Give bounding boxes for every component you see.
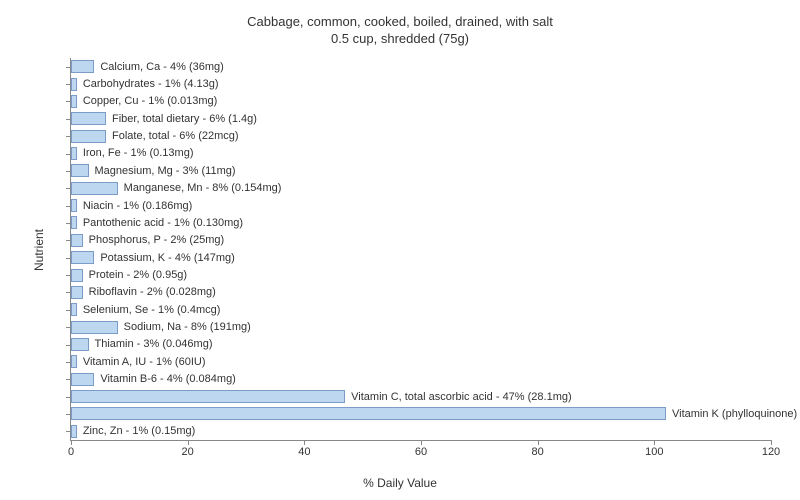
bar-row: Selenium, Se - 1% (0.4mcg) xyxy=(71,303,771,316)
title-line-1: Cabbage, common, cooked, boiled, drained… xyxy=(247,14,553,29)
bar-row: Vitamin A, IU - 1% (60IU) xyxy=(71,355,771,368)
bar-row: Riboflavin - 2% (0.028mg) xyxy=(71,286,771,299)
bar-row: Magnesium, Mg - 3% (11mg) xyxy=(71,164,771,177)
bar xyxy=(71,234,83,247)
bar xyxy=(71,78,77,91)
bar xyxy=(71,269,83,282)
bar-label: Copper, Cu - 1% (0.013mg) xyxy=(83,95,218,107)
bar-label: Vitamin A, IU - 1% (60IU) xyxy=(83,356,206,368)
bar xyxy=(71,303,77,316)
bar xyxy=(71,95,77,108)
bar xyxy=(71,373,94,386)
bar xyxy=(71,164,89,177)
x-tick-label: 40 xyxy=(298,446,310,458)
bar-label: Vitamin C, total ascorbic acid - 47% (28… xyxy=(351,391,572,403)
bar-label: Calcium, Ca - 4% (36mg) xyxy=(100,61,223,73)
bar-row: Carbohydrates - 1% (4.13g) xyxy=(71,78,771,91)
x-tick-mark xyxy=(71,440,72,445)
bar-label: Pantothenic acid - 1% (0.130mg) xyxy=(83,217,243,229)
bar xyxy=(71,286,83,299)
bar-label: Manganese, Mn - 8% (0.154mg) xyxy=(124,182,282,194)
bar-row: Manganese, Mn - 8% (0.154mg) xyxy=(71,182,771,195)
plot-area: Calcium, Ca - 4% (36mg) Carbohydrates - 1… xyxy=(70,58,771,441)
bar-row: Vitamin B-6 - 4% (0.084mg) xyxy=(71,373,771,386)
bar-label: Selenium, Se - 1% (0.4mcg) xyxy=(83,304,221,316)
title-line-2: 0.5 cup, shredded (75g) xyxy=(331,31,469,46)
bar xyxy=(71,147,77,160)
x-tick-mark xyxy=(188,440,189,445)
bar-row: Zinc, Zn - 1% (0.15mg) xyxy=(71,425,771,438)
bar-label: Magnesium, Mg - 3% (11mg) xyxy=(95,165,236,177)
bar-row: Niacin - 1% (0.186mg) xyxy=(71,199,771,212)
bar-row: Copper, Cu - 1% (0.013mg) xyxy=(71,95,771,108)
bar xyxy=(71,390,345,403)
bar xyxy=(71,355,77,368)
x-tick-label: 100 xyxy=(645,446,663,458)
x-tick-label: 60 xyxy=(415,446,427,458)
bar-row: Phosphorus, P - 2% (25mg) xyxy=(71,234,771,247)
bar-label: Potassium, K - 4% (147mg) xyxy=(100,252,235,264)
bar xyxy=(71,130,106,143)
x-tick-mark xyxy=(304,440,305,445)
bar-label: Sodium, Na - 8% (191mg) xyxy=(124,321,251,333)
x-tick-mark xyxy=(538,440,539,445)
bar xyxy=(71,216,77,229)
bar-row: Sodium, Na - 8% (191mg) xyxy=(71,321,771,334)
bar-label: Protein - 2% (0.95g) xyxy=(89,269,187,281)
bar xyxy=(71,112,106,125)
bar-label: Vitamin K (phylloquinone) - 102% (81.5mc… xyxy=(672,408,800,420)
y-axis-label: Nutrient xyxy=(32,229,46,271)
bar xyxy=(71,60,94,73)
x-tick-label: 120 xyxy=(762,446,780,458)
x-axis-label: % Daily Value xyxy=(0,476,800,490)
x-tick-mark xyxy=(421,440,422,445)
bar-row: Protein - 2% (0.95g) xyxy=(71,269,771,282)
bar-label: Phosphorus, P - 2% (25mg) xyxy=(89,234,225,246)
bar xyxy=(71,199,77,212)
x-tick-mark xyxy=(771,440,772,445)
bar xyxy=(71,338,89,351)
bar-label: Iron, Fe - 1% (0.13mg) xyxy=(83,147,194,159)
bar-row: Thiamin - 3% (0.046mg) xyxy=(71,338,771,351)
bar-label: Zinc, Zn - 1% (0.15mg) xyxy=(83,425,195,437)
x-tick-mark xyxy=(654,440,655,445)
bar-row: Potassium, K - 4% (147mg) xyxy=(71,251,771,264)
x-tick-label: 80 xyxy=(532,446,544,458)
bar xyxy=(71,407,666,420)
bar-row: Fiber, total dietary - 6% (1.4g) xyxy=(71,112,771,125)
chart-title: Cabbage, common, cooked, boiled, drained… xyxy=(0,14,800,48)
bar-row: Iron, Fe - 1% (0.13mg) xyxy=(71,147,771,160)
x-tick-label: 20 xyxy=(182,446,194,458)
bar-row: Folate, total - 6% (22mcg) xyxy=(71,130,771,143)
bar-label: Niacin - 1% (0.186mg) xyxy=(83,200,192,212)
bar-label: Carbohydrates - 1% (4.13g) xyxy=(83,78,219,90)
bar-row: Vitamin K (phylloquinone) - 102% (81.5mc… xyxy=(71,407,771,420)
bar-row: Vitamin C, total ascorbic acid - 47% (28… xyxy=(71,390,771,403)
bar-label: Fiber, total dietary - 6% (1.4g) xyxy=(112,113,257,125)
bar-label: Vitamin B-6 - 4% (0.084mg) xyxy=(100,373,236,385)
bar xyxy=(71,251,94,264)
bar-row: Pantothenic acid - 1% (0.130mg) xyxy=(71,216,771,229)
bar-label: Thiamin - 3% (0.046mg) xyxy=(95,338,213,350)
nutrient-chart: Cabbage, common, cooked, boiled, drained… xyxy=(0,0,800,500)
x-tick-label: 0 xyxy=(68,446,74,458)
bar xyxy=(71,182,118,195)
bar-label: Folate, total - 6% (22mcg) xyxy=(112,130,239,142)
bar xyxy=(71,425,77,438)
bar-row: Calcium, Ca - 4% (36mg) xyxy=(71,60,771,73)
bar-label: Riboflavin - 2% (0.028mg) xyxy=(89,286,216,298)
bar xyxy=(71,321,118,334)
